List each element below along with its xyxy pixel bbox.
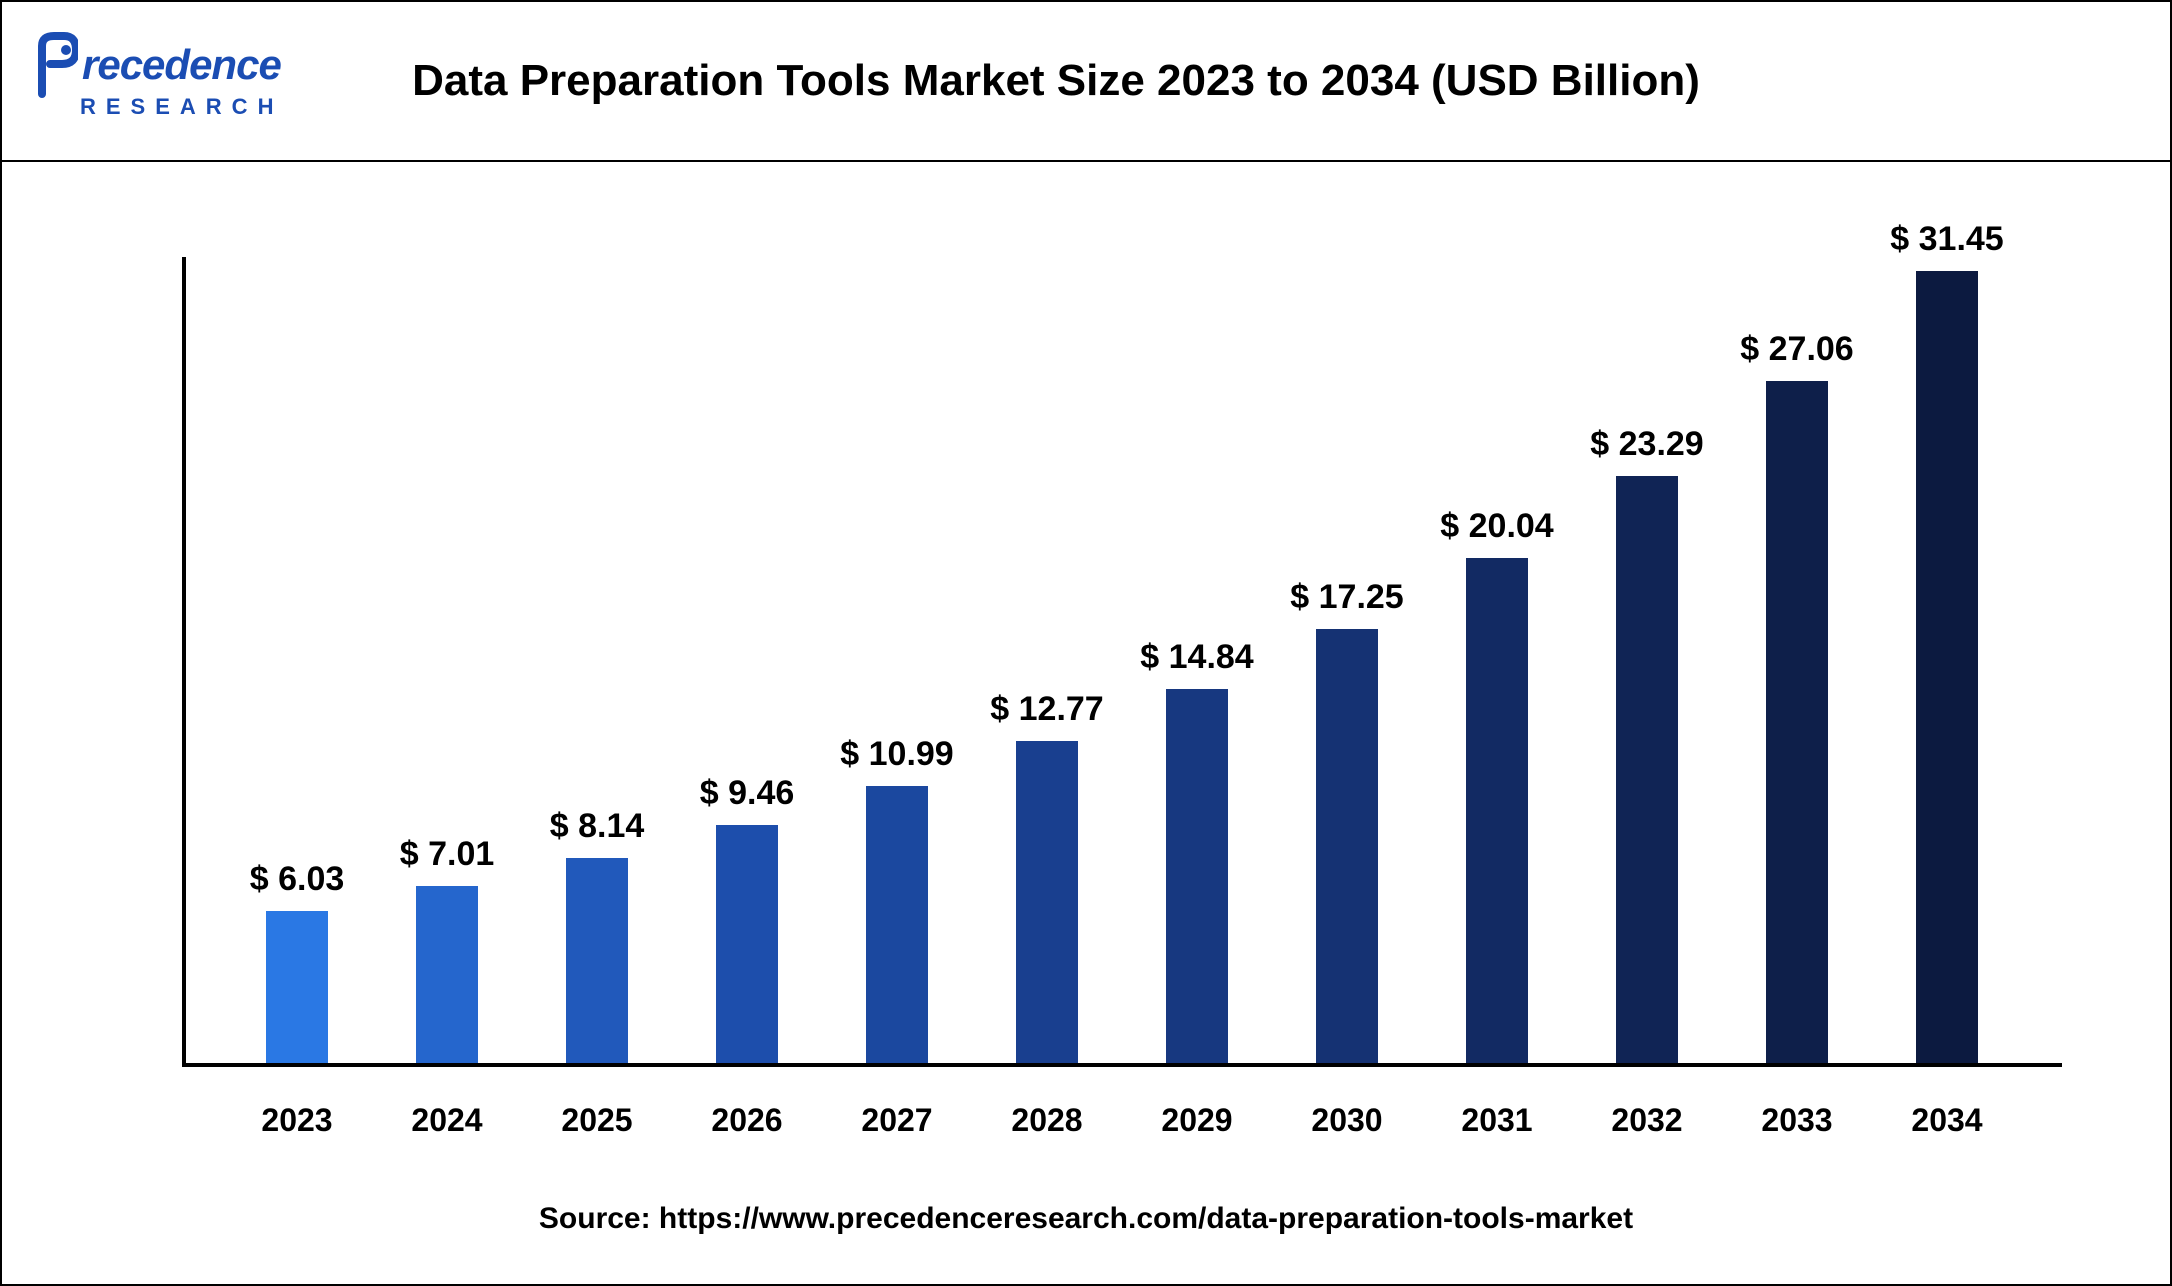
bar-column: $ 7.01 (372, 257, 522, 1063)
x-axis-label: 2024 (372, 1102, 522, 1139)
bar-value-label: $ 27.06 (1740, 330, 1853, 369)
chart-plot-area: $ 6.03 $ 7.01 $ 8.14 $ 9.46 $ 10.99 $ 12.77 $ … (182, 257, 2062, 1067)
bar-column: $ 31.45 (1872, 257, 2022, 1063)
x-axis-label: 2029 (1122, 1102, 1272, 1139)
x-axis-label: 2030 (1272, 1102, 1422, 1139)
bar-column: $ 14.84 (1122, 257, 1272, 1063)
brand-logo: recedence RESEARCH (32, 32, 362, 120)
bar-rect (1916, 271, 1978, 1063)
bar-value-label: $ 8.14 (550, 807, 645, 846)
x-axis-label: 2027 (822, 1102, 972, 1139)
bar-column: $ 20.04 (1422, 257, 1572, 1063)
bar-column: $ 17.25 (1272, 257, 1422, 1063)
logo-sub-text: RESEARCH (80, 94, 362, 120)
bar-column: $ 8.14 (522, 257, 672, 1063)
x-axis-line (182, 1063, 2062, 1067)
bar-rect (716, 825, 778, 1063)
bar-rect (416, 886, 478, 1063)
source-text: Source: https://www.precedenceresearch.c… (2, 1202, 2170, 1236)
x-axis-label: 2032 (1572, 1102, 1722, 1139)
bar-value-label: $ 23.29 (1590, 425, 1703, 464)
x-axis-label: 2031 (1422, 1102, 1572, 1139)
bar-value-label: $ 9.46 (700, 774, 795, 813)
bar-value-label: $ 31.45 (1890, 220, 2003, 259)
x-axis-labels: 2023202420252026202720282029203020312032… (182, 1102, 2062, 1139)
logo-p-icon (32, 32, 78, 98)
bar-column: $ 27.06 (1722, 257, 1872, 1063)
bar-rect (1466, 558, 1528, 1063)
bar-value-label: $ 10.99 (840, 735, 953, 774)
bar-value-label: $ 14.84 (1140, 638, 1253, 677)
bar-value-label: $ 12.77 (990, 690, 1103, 729)
header-band: recedence RESEARCH Data Preparation Tool… (2, 2, 2170, 162)
bar-value-label: $ 6.03 (250, 860, 345, 899)
x-axis-label: 2023 (222, 1102, 372, 1139)
x-axis-label: 2034 (1872, 1102, 2022, 1139)
bars-container: $ 6.03 $ 7.01 $ 8.14 $ 9.46 $ 10.99 $ 12.77 $ … (182, 257, 2062, 1063)
bar-rect (566, 858, 628, 1063)
bar-value-label: $ 20.04 (1440, 507, 1553, 546)
x-axis-label: 2033 (1722, 1102, 1872, 1139)
bar-rect (1016, 741, 1078, 1063)
x-axis-label: 2026 (672, 1102, 822, 1139)
bar-rect (266, 911, 328, 1063)
bar-rect (1166, 689, 1228, 1063)
logo-main-text: recedence (82, 41, 281, 89)
bar-column: $ 6.03 (222, 257, 372, 1063)
bar-rect (866, 786, 928, 1063)
x-axis-label: 2025 (522, 1102, 672, 1139)
bar-column: $ 23.29 (1572, 257, 1722, 1063)
bar-column: $ 10.99 (822, 257, 972, 1063)
chart-frame: recedence RESEARCH Data Preparation Tool… (0, 0, 2172, 1286)
bar-column: $ 12.77 (972, 257, 1122, 1063)
bar-rect (1316, 629, 1378, 1063)
bar-column: $ 9.46 (672, 257, 822, 1063)
bar-rect (1766, 381, 1828, 1063)
bar-value-label: $ 17.25 (1290, 578, 1403, 617)
bar-rect (1616, 476, 1678, 1063)
x-axis-label: 2028 (972, 1102, 1122, 1139)
bar-value-label: $ 7.01 (400, 835, 495, 874)
